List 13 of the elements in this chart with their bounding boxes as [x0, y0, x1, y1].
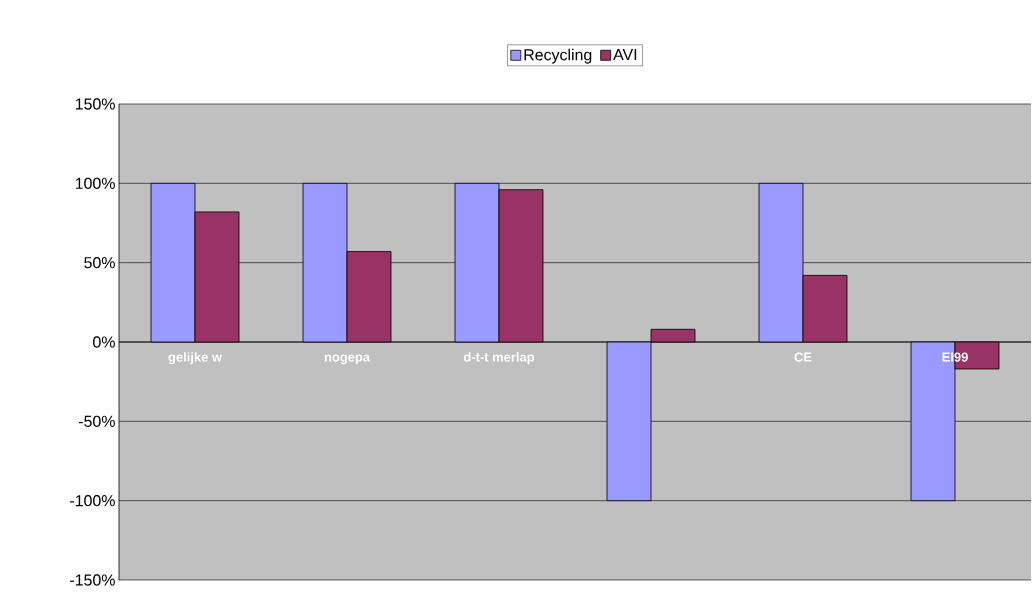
legend-label: AVI	[613, 49, 637, 61]
legend-label: Recycling	[524, 48, 592, 64]
x-tick-label: gelijke w	[168, 352, 223, 365]
y-tick-label: 100%	[75, 177, 115, 189]
y-tick-label: -50%	[78, 415, 115, 427]
y-tick-label: 150%	[75, 98, 115, 110]
y-tick-label: -150%	[70, 574, 115, 586]
x-tick-label: d-t-t merlap	[463, 352, 535, 365]
y-tick-label: 50%	[84, 257, 115, 269]
x-tick-label: nogepa	[324, 354, 371, 365]
x-tick-label: CE	[794, 352, 812, 362]
y-tick-label: -100%	[70, 495, 115, 507]
y-tick-label: 0%	[93, 336, 115, 348]
